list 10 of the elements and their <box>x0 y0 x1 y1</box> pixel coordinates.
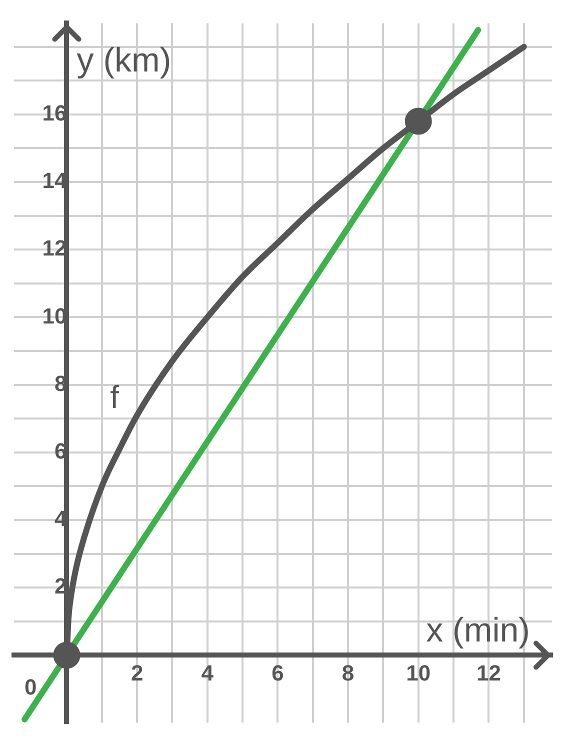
y-axis-title: y (km) <box>76 42 172 80</box>
x-tick-label: 10 <box>406 660 431 686</box>
x-tick-label: 4 <box>201 660 214 686</box>
series-label: f <box>110 379 120 416</box>
x-axis-title: x (min) <box>426 612 530 650</box>
x-tick-label: 2 <box>130 660 144 686</box>
x-tick-label: 6 <box>272 660 284 686</box>
annotation: 0 <box>24 674 37 700</box>
x-tick-label: 8 <box>342 660 354 686</box>
x-tick-label: 12 <box>476 660 501 686</box>
